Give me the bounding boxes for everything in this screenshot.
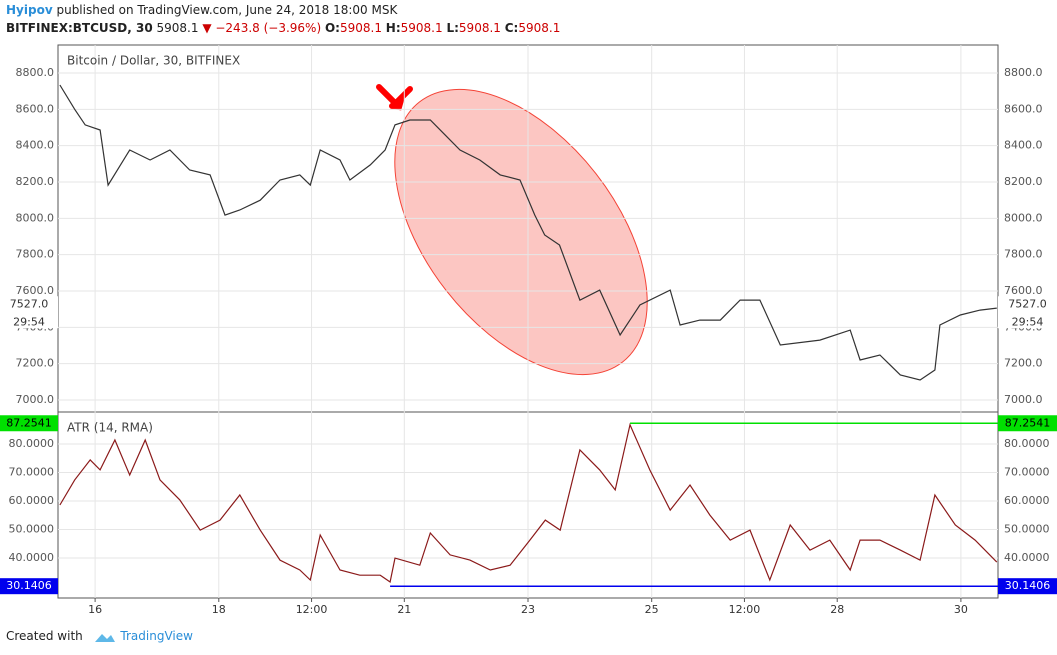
y-tick-label-left: 8800.0 <box>16 66 55 79</box>
created-with: Created with <box>6 629 83 643</box>
y-tick-label-left: 80.0000 <box>9 437 55 450</box>
level-badge <box>998 415 1057 432</box>
level-label: 30.1406 <box>1005 579 1051 592</box>
y-tick-label-left: 7200.0 <box>16 357 55 370</box>
y-tick-label-right: 8600.0 <box>1004 102 1043 115</box>
countdown: 29:54 <box>13 315 45 328</box>
y-tick-label-right: 50.0000 <box>1004 523 1050 536</box>
x-tick-label: 25 <box>645 603 659 616</box>
level-badge <box>0 578 58 595</box>
high: 5908.1 <box>400 21 443 35</box>
highlight-ellipse <box>394 88 648 376</box>
last-price-label: 7527.0 <box>10 297 49 310</box>
y-tick-label-left: 8000.0 <box>16 211 55 224</box>
y-tick-label-right: 7600.0 <box>1004 284 1043 297</box>
y-tick-label-right: 7800.0 <box>1004 248 1043 261</box>
logo <box>94 633 115 642</box>
series-line <box>59 422 998 584</box>
series-line <box>59 84 997 381</box>
y-tick-label-right: 7000.0 <box>1004 393 1043 406</box>
last-price-badge <box>998 296 1057 329</box>
y-tick-label-left: 7000.0 <box>16 393 55 406</box>
published: published on TradingView.com, June 24, 2… <box>56 3 398 17</box>
author: Hyipov <box>6 3 53 17</box>
open: 5908.1 <box>339 21 382 35</box>
y-tick-label-right: 80.0000 <box>1004 437 1050 450</box>
y-tick-label-left: 8200.0 <box>16 175 55 188</box>
h-label: H: <box>385 21 401 35</box>
header-line-2: BITFINEX:BTCUSD, 30 5908.1 ▼ −243.8 (−3.… <box>6 21 560 35</box>
y-tick-label-left: 8600.0 <box>16 102 55 115</box>
x-tick-label: 28 <box>830 603 844 616</box>
pane-title: ATR (14, RMA) <box>67 421 153 435</box>
brand: TradingView <box>120 629 193 643</box>
y-tick-label-left: 7600.0 <box>16 284 55 297</box>
level-label: 87.2541 <box>1005 416 1051 429</box>
symbol: BITFINEX:BTCUSD, 30 <box>6 21 153 35</box>
last-price-badge <box>0 296 58 329</box>
y-tick-label-left: 40.0000 <box>9 551 55 564</box>
x-tick-label: 18 <box>212 603 226 616</box>
l-label: L: <box>446 21 459 35</box>
y-tick-label-right: 8800.0 <box>1004 66 1043 79</box>
y-tick-label-left: 7800.0 <box>16 248 55 261</box>
x-tick-label: 12:00 <box>729 603 761 616</box>
footer: Created with TradingView <box>6 629 193 644</box>
c-label: C: <box>504 21 519 35</box>
x-tick-label: 16 <box>88 603 102 616</box>
x-tick-label: 21 <box>397 603 411 616</box>
change: ▼ −243.8 (−3.96%) <box>202 21 322 35</box>
y-tick-label-left: 60.0000 <box>9 494 55 507</box>
y-tick-label-right: 8200.0 <box>1004 175 1043 188</box>
close: 5908.1 <box>518 21 561 35</box>
last: 5908.1 <box>156 21 199 35</box>
x-tick-label: 30 <box>954 603 968 616</box>
y-tick-label-right: 8000.0 <box>1004 211 1043 224</box>
y-tick-label-right: 8400.0 <box>1004 139 1043 152</box>
y-tick-label-right: 7200.0 <box>1004 357 1043 370</box>
x-tick-label: 12:00 <box>296 603 328 616</box>
last-price-label: 7527.0 <box>1008 297 1047 310</box>
o-label: O: <box>324 21 340 35</box>
y-tick-label-right: 60.0000 <box>1004 494 1050 507</box>
x-tick-label: 23 <box>521 603 535 616</box>
level-label: 87.2541 <box>6 416 52 429</box>
level-badge <box>998 578 1057 595</box>
y-tick-label-left: 8400.0 <box>16 139 55 152</box>
level-badge <box>0 415 58 432</box>
y-tick-label-right: 70.0000 <box>1004 465 1050 478</box>
low: 5908.1 <box>458 21 501 35</box>
pane-title: Bitcoin / Dollar, 30, BITFINEX <box>67 54 240 68</box>
countdown: 29:54 <box>1012 315 1044 328</box>
header-line-1: Hyipov published on TradingView.com, Jun… <box>6 3 397 17</box>
y-tick-label-right: 40.0000 <box>1004 551 1050 564</box>
arrow <box>376 84 413 111</box>
chart-layer: 7000.07000.07200.07200.07400.07400.07600… <box>0 45 1057 616</box>
y-tick-label-left: 70.0000 <box>9 465 55 478</box>
chart: 7000.07000.07200.07200.07400.07400.07600… <box>0 44 1057 616</box>
y-tick-label-left: 50.0000 <box>9 523 55 536</box>
level-label: 30.1406 <box>6 579 52 592</box>
